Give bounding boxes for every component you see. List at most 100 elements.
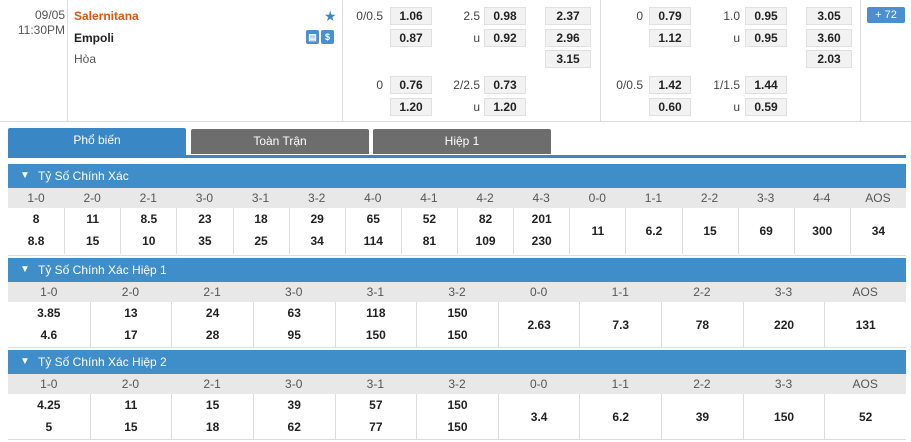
score-odds-cell[interactable]: 23 35 — [176, 208, 232, 254]
stats-icon[interactable]: ▤ — [306, 30, 319, 44]
away-score-odds[interactable]: 17 — [124, 328, 138, 342]
score-odds-cell[interactable]: 6.2 — [579, 394, 661, 440]
odds-cell[interactable]: 0.95 — [745, 7, 787, 25]
score-odds-cell[interactable]: 69 — [737, 208, 794, 254]
odds-cell[interactable]: 3.05 — [806, 7, 852, 25]
away-score-odds[interactable]: 35 — [198, 234, 212, 248]
home-score-odds[interactable]: 63 — [287, 306, 301, 320]
away-score-odds[interactable]: 34 — [310, 234, 324, 248]
odds-cell[interactable]: 3.60 — [806, 29, 852, 47]
away-score-odds[interactable]: 15 — [86, 234, 100, 248]
score-odds-cell[interactable]: 57 77 — [334, 394, 417, 440]
home-score-odds[interactable]: 11 — [591, 224, 605, 238]
odds-cell[interactable]: 2.37 — [545, 7, 591, 25]
score-odds-cell[interactable]: 2.63 — [497, 302, 580, 348]
score-odds-cell[interactable]: 201 230 — [513, 208, 569, 254]
odds-cell[interactable]: 0.60 — [649, 98, 691, 116]
away-score-odds[interactable]: 230 — [531, 234, 552, 248]
section-header-correct-score-h2[interactable]: ▼ Tỷ Số Chính Xác Hiệp 2 — [8, 350, 906, 374]
home-score-odds[interactable]: 24 — [205, 306, 220, 320]
home-score-odds[interactable]: 15 — [205, 398, 220, 412]
home-score-odds[interactable]: 8 — [32, 212, 40, 226]
score-odds-cell[interactable]: 34 — [849, 208, 906, 254]
odds-cell[interactable]: 0.92 — [484, 29, 526, 47]
home-score-odds[interactable]: 18 — [254, 212, 268, 226]
home-score-odds[interactable]: 13 — [124, 306, 138, 320]
score-odds-cell[interactable]: 39 — [661, 394, 743, 440]
home-team[interactable]: Salernitana — [74, 9, 139, 23]
away-score-odds[interactable]: 5 — [45, 420, 53, 434]
score-odds-cell[interactable]: 78 — [661, 302, 743, 348]
odds-cell[interactable]: 2.03 — [806, 50, 852, 68]
home-score-odds[interactable]: 4.25 — [37, 398, 61, 412]
home-score-odds[interactable]: 2.63 — [527, 318, 551, 332]
away-score-odds[interactable]: 25 — [254, 234, 268, 248]
score-odds-cell[interactable]: 131 — [824, 302, 906, 348]
home-score-odds[interactable]: 34 — [871, 224, 886, 238]
home-score-odds[interactable]: 39 — [287, 398, 301, 412]
away-team[interactable]: Empoli — [74, 31, 115, 45]
home-score-odds[interactable]: 6.2 — [645, 224, 663, 238]
home-score-odds[interactable]: 150 — [447, 306, 468, 320]
home-score-odds[interactable]: 131 — [855, 318, 876, 332]
odds-cell[interactable]: 0.79 — [649, 7, 691, 25]
score-odds-cell[interactable]: 39 62 — [252, 394, 335, 440]
away-score-odds[interactable]: 8.8 — [27, 234, 45, 248]
score-odds-cell[interactable]: 15 18 — [171, 394, 253, 440]
home-score-odds[interactable]: 300 — [812, 224, 833, 238]
score-odds-cell[interactable]: 52 — [824, 394, 906, 440]
dollar-icon[interactable]: $ — [321, 30, 334, 44]
tab-popular[interactable]: Phổ biến — [8, 128, 186, 158]
score-odds-cell[interactable]: 118 150 — [334, 302, 417, 348]
home-score-odds[interactable]: 65 — [366, 212, 380, 226]
home-score-odds[interactable]: 11 — [86, 212, 100, 226]
odds-cell[interactable]: 0.95 — [745, 29, 787, 47]
home-score-odds[interactable]: 3.4 — [530, 410, 548, 424]
odds-cell[interactable]: 2.96 — [545, 29, 591, 47]
tab-full-match[interactable]: Toàn Trận — [191, 129, 369, 154]
home-score-odds[interactable]: 52 — [422, 212, 437, 226]
score-odds-cell[interactable]: 52 81 — [400, 208, 457, 254]
score-odds-cell[interactable]: 11 15 — [64, 208, 120, 254]
odds-cell[interactable]: 3.15 — [545, 50, 591, 68]
home-score-odds[interactable]: 23 — [198, 212, 212, 226]
home-score-odds[interactable]: 8.5 — [140, 212, 158, 226]
home-score-odds[interactable]: 150 — [774, 410, 795, 424]
odds-cell[interactable]: 1.20 — [390, 98, 432, 116]
away-score-odds[interactable]: 62 — [287, 420, 301, 434]
away-score-odds[interactable]: 77 — [369, 420, 383, 434]
away-score-odds[interactable]: 28 — [205, 328, 220, 342]
home-score-odds[interactable]: 52 — [858, 410, 873, 424]
score-odds-cell[interactable]: 150 150 — [416, 302, 498, 348]
odds-cell[interactable]: 1.12 — [649, 29, 691, 47]
home-score-odds[interactable]: 29 — [310, 212, 324, 226]
score-odds-cell[interactable]: 15 — [681, 208, 738, 254]
more-markets-button[interactable]: + 72 — [867, 7, 905, 23]
score-odds-cell[interactable]: 82 109 — [457, 208, 513, 254]
home-score-odds[interactable]: 118 — [366, 306, 386, 320]
odds-cell[interactable]: 0.87 — [390, 29, 432, 47]
score-odds-cell[interactable]: 3.4 — [497, 394, 580, 440]
score-odds-cell[interactable]: 7.3 — [579, 302, 661, 348]
score-odds-cell[interactable]: 150 — [742, 394, 825, 440]
home-score-odds[interactable]: 150 — [447, 398, 468, 412]
score-odds-cell[interactable]: 8.5 10 — [120, 208, 176, 254]
score-odds-cell[interactable]: 11 15 — [89, 394, 172, 440]
score-odds-cell[interactable]: 300 — [793, 208, 850, 254]
away-score-odds[interactable]: 114 — [363, 234, 383, 248]
odds-cell[interactable]: 1.06 — [390, 7, 432, 25]
odds-cell[interactable]: 0.98 — [484, 7, 526, 25]
score-odds-cell[interactable]: 150 150 — [416, 394, 498, 440]
away-score-odds[interactable]: 150 — [365, 328, 386, 342]
away-score-odds[interactable]: 95 — [287, 328, 301, 342]
home-score-odds[interactable]: 39 — [695, 410, 710, 424]
away-score-odds[interactable]: 81 — [422, 234, 437, 248]
section-header-correct-score[interactable]: ▼ Tỷ Số Chính Xác — [8, 164, 906, 188]
away-score-odds[interactable]: 18 — [205, 420, 220, 434]
away-score-odds[interactable]: 150 — [447, 420, 468, 434]
home-score-odds[interactable]: 7.3 — [612, 318, 630, 332]
score-odds-cell[interactable]: 8 8.8 — [8, 208, 64, 254]
score-odds-cell[interactable]: 4.25 5 — [8, 394, 90, 440]
away-score-odds[interactable]: 4.6 — [40, 328, 58, 342]
score-odds-cell[interactable]: 18 25 — [232, 208, 289, 254]
